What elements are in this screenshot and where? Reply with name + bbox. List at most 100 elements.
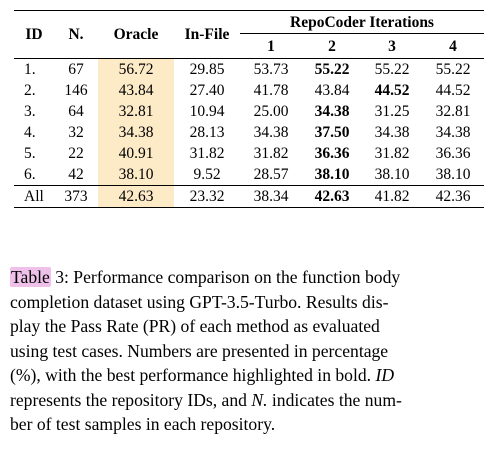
cell-iteration-1: 25.00: [253, 103, 289, 120]
oracle-value: 34.38: [118, 124, 154, 141]
cell-iteration-2: 55.22: [302, 58, 362, 80]
table-body: 1. 67 56.72 29.85 53.73 55.22 55.22 55.22 2. 146 4…: [14, 58, 484, 186]
header-infile: In-File: [174, 10, 240, 59]
caption-line-6-pre: represents the repository IDs, and: [10, 389, 247, 410]
cell-oracle: 42.63: [98, 185, 174, 208]
table-row: 6. 42 38.10 9.52 28.57 38.10 38.10 38.10: [14, 164, 484, 186]
caption-line-7: ber of test samples in each repository.: [10, 414, 276, 434]
cell-iteration-4: 34.38: [435, 124, 471, 141]
cell-oracle: 38.10: [98, 164, 174, 186]
cell-oracle: 43.84: [98, 80, 174, 101]
cell-iteration-1: 41.78: [253, 82, 289, 99]
cell-iteration-3: 44.52: [374, 82, 410, 99]
cell-iteration-2: 43.84: [314, 82, 350, 99]
table-row: 5. 22 40.91 31.82 31.82 36.36 31.82 36.36: [14, 143, 484, 164]
cell-oracle: 34.38: [98, 122, 174, 143]
cell-oracle: 56.72: [98, 58, 174, 80]
header-id: ID: [14, 10, 54, 59]
caption-line-6-post: indicates the num-: [271, 389, 402, 410]
caption-line-6: represents the repository IDs, and N. in…: [10, 388, 482, 413]
cell-n: 22: [68, 145, 84, 162]
caption-id-term: ID: [375, 365, 395, 385]
cell-iteration-3: 31.25: [374, 103, 410, 120]
cell-iteration-4: 32.81: [435, 103, 471, 120]
cell-iteration-4: 44.52: [435, 82, 471, 99]
table-row: 2. 146 43.84 27.40 41.78 43.84 44.52 44.52: [14, 80, 484, 101]
header-n: N.: [54, 10, 98, 59]
oracle-value: 56.72: [118, 61, 154, 78]
cell-iteration-2: 34.38: [314, 103, 350, 120]
cell-oracle: 32.81: [98, 101, 174, 122]
header-iteration-4: 4: [449, 37, 457, 55]
oracle-value: 40.91: [118, 145, 154, 162]
cell-id: 3.: [24, 103, 36, 120]
cell-n: 42: [68, 166, 84, 183]
cell-infile: 31.82: [189, 145, 225, 162]
cell-iteration-2: 36.36: [314, 145, 350, 162]
cell-iteration-4: 42.36: [422, 185, 484, 208]
cell-n: 373: [54, 185, 98, 208]
cell-iteration-2: 38.10: [314, 166, 350, 183]
cell-id: 5.: [24, 145, 36, 162]
results-table: ID N. Oracle In-File RepoCoder Iteration…: [14, 10, 484, 208]
cell-id: 1.: [14, 58, 54, 80]
cell-n: 64: [68, 103, 84, 120]
cell-iteration-4: 36.36: [435, 145, 471, 162]
cell-n: 146: [64, 82, 88, 99]
table-row: 1. 67 56.72 29.85 53.73 55.22 55.22 55.22: [14, 58, 484, 80]
caption-line-2: completion dataset using GPT-3.5-Turbo. …: [10, 291, 389, 312]
cell-infile: 9.52: [193, 166, 221, 183]
cell-infile: 10.94: [189, 103, 225, 120]
caption-line-1: Table 3: Performance comparison on the f…: [10, 265, 482, 290]
cell-iteration-4: 38.10: [435, 166, 471, 183]
cell-iteration-1: 31.82: [253, 145, 289, 162]
cell-iteration-1: 34.38: [253, 124, 289, 141]
cell-iteration-3: 55.22: [362, 58, 422, 80]
cell-id: 6.: [24, 166, 36, 183]
caption-line-5-text: (%), with the best performance highlight…: [10, 365, 372, 385]
table-row: 4. 32 34.38 28.13 34.38 37.50 34.38 34.38: [14, 122, 484, 143]
cell-infile: 27.40: [189, 82, 225, 99]
caption-line-4: using test cases. Numbers are presented …: [10, 340, 389, 361]
table-row-all: All 373 42.63 23.32 38.34 42.63 41.82 42…: [14, 185, 484, 208]
cell-iteration-4: 55.22: [422, 58, 484, 80]
cell-iteration-1: 38.34: [240, 185, 302, 208]
oracle-value: 43.84: [118, 82, 154, 99]
header-row-top: ID N. Oracle In-File RepoCoder Iteration…: [14, 10, 484, 59]
oracle-value: 32.81: [118, 103, 154, 120]
table-row: 3. 64 32.81 10.94 25.00 34.38 31.25 32.81: [14, 101, 484, 122]
cell-n: 67: [54, 58, 98, 80]
cell-infile: 29.85: [174, 58, 240, 80]
cell-iteration-3: 38.10: [374, 166, 410, 183]
caption-n-term: N.: [251, 389, 268, 410]
cell-id: 2.: [24, 82, 36, 99]
header-repocoder-iterations: RepoCoder Iterations: [240, 10, 484, 34]
cell-iteration-3: 41.82: [362, 185, 422, 208]
cell-iteration-1: 28.57: [253, 166, 289, 183]
cell-oracle: 40.91: [98, 143, 174, 164]
header-iteration-1: 1: [267, 37, 275, 55]
header-row-iterations: 1 2 3 4: [14, 34, 484, 59]
header-iteration-2: 2: [328, 37, 336, 55]
caption-line-3: play the Pass Rate (PR) of each method a…: [10, 316, 380, 336]
table-summary: All 373 42.63 23.32 38.34 42.63 41.82 42…: [14, 185, 484, 208]
table-caption: Table 3: Performance comparison on the f…: [10, 265, 482, 437]
header-oracle: Oracle: [98, 10, 174, 59]
cell-iteration-1: 53.73: [240, 58, 302, 80]
oracle-value: 38.10: [118, 166, 154, 183]
header-iteration-3: 3: [388, 37, 396, 55]
caption-line-5: (%), with the best performance highlight…: [10, 363, 482, 388]
cell-infile: 28.13: [189, 124, 225, 141]
oracle-value: 42.63: [118, 188, 154, 205]
table-word-highlight: Table: [10, 267, 51, 287]
cell-iteration-2: 37.50: [314, 124, 350, 141]
cell-iteration-3: 31.82: [374, 145, 410, 162]
cell-id: All: [14, 185, 54, 208]
cell-id: 4.: [24, 124, 36, 141]
cell-iteration-3: 34.38: [374, 124, 410, 141]
cell-infile: 23.32: [174, 185, 240, 208]
caption-number: 3: Performance comparison on the functio…: [50, 267, 401, 287]
cell-n: 32: [68, 124, 84, 141]
cell-iteration-2: 42.63: [302, 185, 362, 208]
